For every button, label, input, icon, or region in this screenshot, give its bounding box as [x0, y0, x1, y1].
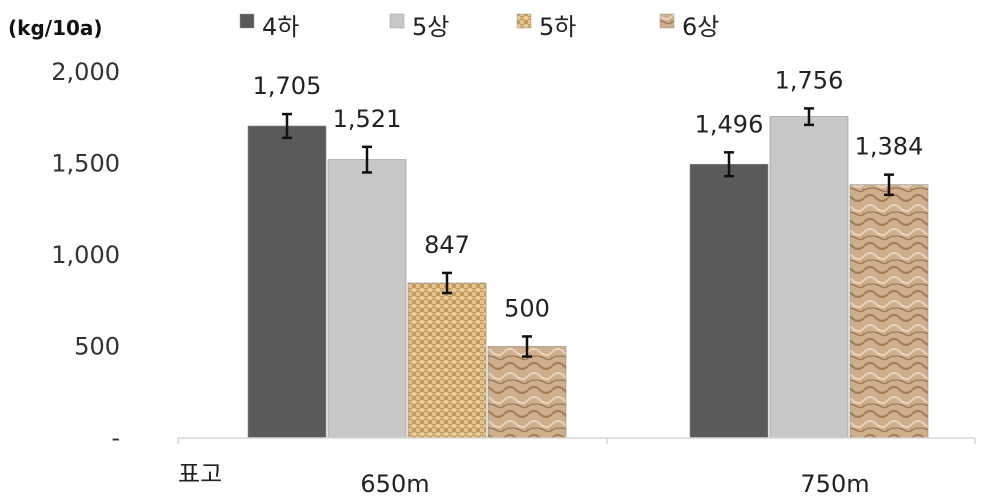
data-label: 1,521 — [333, 105, 402, 133]
bar — [769, 116, 849, 439]
legend-swatch — [659, 13, 675, 29]
legend-label: 6상 — [682, 13, 719, 41]
bars: 1,705 1,521 847 500 1,496 1,756 1,384 — [247, 66, 929, 439]
bar — [247, 125, 327, 439]
legend-swatch — [389, 13, 405, 29]
data-label: 1,705 — [253, 72, 322, 100]
legend-label: 5하 — [539, 13, 576, 41]
bar — [487, 346, 567, 439]
y-tick-label: 1,000 — [51, 241, 120, 269]
bar — [849, 184, 929, 439]
y-tick-label: 2,000 — [51, 58, 120, 86]
x-category-label: 750m — [800, 470, 869, 497]
y-tick-label: 500 — [74, 333, 120, 361]
x-axis: 650m 750m — [177, 437, 976, 497]
y-tick-label: - — [111, 424, 120, 452]
x-category-label: 650m — [360, 470, 429, 497]
bar — [327, 159, 407, 439]
legend: 4하 5상 5하 6상 — [239, 13, 719, 41]
legend-swatch — [239, 13, 255, 29]
legend-label: 5상 — [412, 13, 449, 41]
data-label: 847 — [424, 231, 470, 259]
y-tick-label: 1,500 — [51, 150, 120, 178]
unit-label: (kg/10a) — [8, 16, 103, 40]
y-axis: - 500 1,000 1,500 2,000 — [51, 58, 120, 452]
data-label: 1,496 — [695, 110, 764, 138]
data-label: 1,756 — [775, 66, 844, 94]
legend-label: 4하 — [262, 13, 299, 41]
x-axis-title: 표고 — [178, 460, 222, 488]
bar — [689, 163, 769, 439]
bar — [407, 282, 487, 439]
data-label: 1,384 — [855, 133, 924, 161]
legend-swatch — [516, 13, 532, 29]
data-label: 500 — [504, 294, 550, 322]
